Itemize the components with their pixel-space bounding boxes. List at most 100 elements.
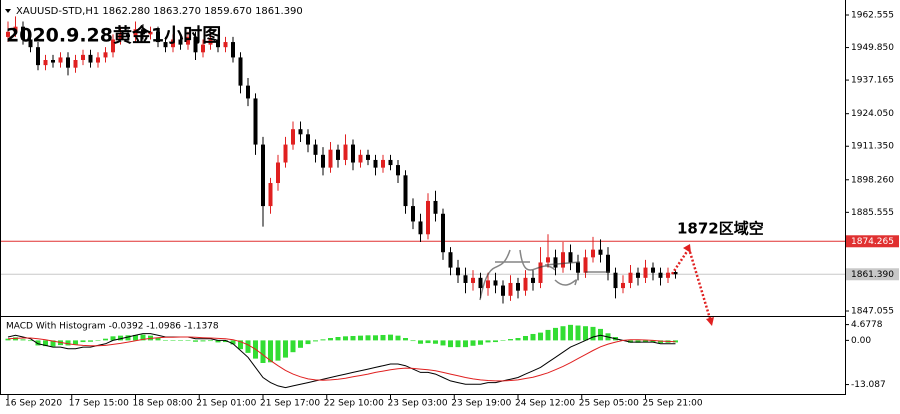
histogram-bar xyxy=(298,340,303,348)
candle-body xyxy=(28,39,33,48)
histogram-bar xyxy=(283,340,288,358)
histogram-bar xyxy=(110,336,116,341)
candle-body xyxy=(118,34,123,40)
histogram-bar xyxy=(358,335,363,341)
candle-body xyxy=(576,262,580,273)
candle-body xyxy=(321,154,325,168)
candle-body xyxy=(463,275,468,283)
histogram-bar xyxy=(50,340,56,347)
histogram-bar xyxy=(260,340,266,363)
y-tick-label: 1847.055 xyxy=(851,307,894,317)
candle-body xyxy=(81,54,85,60)
candle-body xyxy=(396,165,400,176)
candle-body xyxy=(148,31,153,35)
candle-body xyxy=(546,257,550,263)
candle-body xyxy=(171,39,175,48)
histogram-bar xyxy=(515,338,521,341)
candle-body xyxy=(426,200,430,235)
x-tick-label: 24 Sep 12:00 xyxy=(515,399,575,409)
candle-body xyxy=(448,252,453,268)
histogram-bar xyxy=(418,340,423,344)
histogram-bar xyxy=(200,340,206,342)
candle-body xyxy=(553,257,558,268)
y-tick-label: 4.6778 xyxy=(851,320,883,330)
histogram-bar xyxy=(88,340,93,342)
arrow-down xyxy=(688,251,713,323)
symbol-header: XAUUSD-STD,H1 1862.280 1863.270 1859.670… xyxy=(16,6,303,17)
histogram-bar xyxy=(643,340,648,343)
candle-body xyxy=(66,57,70,68)
histogram-bar xyxy=(433,340,438,344)
histogram-bar xyxy=(440,340,446,346)
arrow xyxy=(670,249,713,323)
histogram-bar xyxy=(133,334,138,341)
histogram-bar xyxy=(530,333,536,341)
histogram-bar xyxy=(238,340,243,350)
candle-body xyxy=(441,213,445,253)
histogram-bar xyxy=(583,326,588,341)
indicator-line xyxy=(7,336,676,382)
histogram-bar xyxy=(35,340,41,346)
candle-body xyxy=(493,280,498,286)
candle-body xyxy=(208,39,213,45)
candle-body xyxy=(126,34,130,37)
annotation: 1872区域空 xyxy=(677,220,764,238)
histogram-bar xyxy=(635,340,641,343)
histogram-bar xyxy=(403,338,408,341)
candle-body xyxy=(658,272,663,278)
candle-body xyxy=(88,54,93,63)
candle-body xyxy=(673,271,678,275)
candle-body xyxy=(253,98,258,145)
candle-body xyxy=(58,57,63,63)
histogram-bar xyxy=(5,338,11,341)
histogram-bar xyxy=(568,324,573,341)
histogram-bar xyxy=(590,326,596,341)
x-tick-label: 21 Sep 17:00 xyxy=(260,399,320,409)
arrow-head xyxy=(706,317,714,326)
candle-body xyxy=(411,206,415,222)
histogram-bar xyxy=(365,335,371,341)
candle-body xyxy=(13,26,18,32)
histogram-bar xyxy=(380,334,386,341)
histogram-bar xyxy=(313,340,318,342)
histogram-bar xyxy=(485,340,491,343)
candle-body xyxy=(418,221,423,235)
candle-body xyxy=(636,272,640,278)
candle-body xyxy=(381,159,385,168)
candle-body xyxy=(276,162,280,184)
x-tick-label: 16 Sep 2020 xyxy=(5,399,62,409)
y-tick-label: 1924.050 xyxy=(851,109,894,119)
candle-body xyxy=(313,144,318,155)
candle-body xyxy=(96,57,100,63)
y-tick-label: 1911.350 xyxy=(851,142,894,152)
candle-body xyxy=(366,154,370,160)
x-tick-label: 23 Sep 19:00 xyxy=(451,399,511,409)
histogram-bar xyxy=(598,328,603,341)
histogram-bar xyxy=(73,340,78,345)
histogram-bar xyxy=(538,332,543,341)
candle-body xyxy=(538,262,543,283)
signature xyxy=(479,249,610,301)
histogram-bar xyxy=(410,340,416,342)
y-tick-label: -13.087 xyxy=(851,380,886,390)
histogram-bar xyxy=(95,340,101,341)
histogram-bar xyxy=(208,340,213,342)
y-tick-label: 1949.850 xyxy=(851,43,894,53)
candle-body xyxy=(328,149,333,168)
candle-body xyxy=(358,154,363,163)
candle-body xyxy=(268,183,273,207)
y-tick-label: 1962.555 xyxy=(851,11,894,21)
histogram-bar xyxy=(545,329,551,341)
candle-body xyxy=(163,42,168,48)
candle-body xyxy=(478,277,483,289)
candle-body xyxy=(336,149,340,160)
candle-body xyxy=(73,59,78,68)
histogram-bar xyxy=(628,340,633,343)
histogram-bar xyxy=(185,340,191,341)
candle-body xyxy=(643,267,648,278)
histogram-bar xyxy=(103,338,108,341)
arrow-up xyxy=(670,249,690,275)
histogram-bar xyxy=(275,340,281,361)
candle-body xyxy=(568,252,573,263)
